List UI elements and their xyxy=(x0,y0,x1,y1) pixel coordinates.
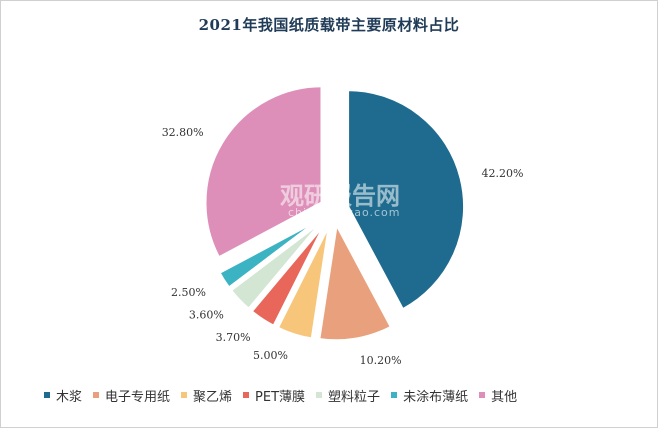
legend-label: 其他 xyxy=(491,389,518,405)
pie-slice xyxy=(275,222,332,341)
data-label: 3.70% xyxy=(216,331,251,344)
legend-swatch xyxy=(44,392,50,398)
data-label: 5.00% xyxy=(253,349,288,362)
pie-slice xyxy=(346,88,467,312)
watermark-text: 观研报告网 xyxy=(280,182,400,210)
legend-item: 未涂布薄纸 xyxy=(391,386,468,405)
legend-label: 塑料粒子 xyxy=(328,389,381,405)
legend-swatch xyxy=(93,392,100,398)
legend-label: 木浆 xyxy=(56,389,83,405)
legend-label: 聚乙烯 xyxy=(193,389,233,405)
legend-swatch xyxy=(391,392,398,398)
legend-item: 聚乙烯 xyxy=(181,386,232,405)
legend-item: PET薄膜 xyxy=(243,386,305,405)
chart-title: 2021年我国纸质载带主要原材料占比 xyxy=(198,16,460,34)
pie-slice xyxy=(216,216,324,291)
legend-swatch xyxy=(316,392,323,398)
data-label: 32.80% xyxy=(162,126,204,139)
legend-label: 未涂布薄纸 xyxy=(403,389,469,405)
legend-swatch xyxy=(479,392,486,398)
pie-slice xyxy=(249,220,328,329)
data-label: 2.50% xyxy=(171,286,206,299)
legend-swatch xyxy=(243,392,250,398)
watermark-url: chinabaogao.com xyxy=(288,206,401,219)
pie-slice xyxy=(228,218,326,312)
legend-item: 其他 xyxy=(479,386,517,405)
legend-item: 电子专用纸 xyxy=(93,386,170,405)
legend-item: 塑料粒子 xyxy=(316,386,380,405)
chart-legend: 木浆 电子专用纸 聚乙烯 PET薄膜 塑料粒子 未涂布薄纸 其他 xyxy=(44,385,528,405)
data-label: 42.20% xyxy=(481,167,523,180)
legend-label: PET薄膜 xyxy=(255,389,306,405)
pie-slice xyxy=(203,84,324,260)
legend-label: 电子专用纸 xyxy=(105,389,171,405)
data-label: 10.20% xyxy=(360,354,402,367)
data-label: 3.60% xyxy=(189,309,224,322)
legend-item: 木浆 xyxy=(44,386,82,405)
pie-slice xyxy=(317,219,394,343)
legend-swatch xyxy=(181,392,188,398)
